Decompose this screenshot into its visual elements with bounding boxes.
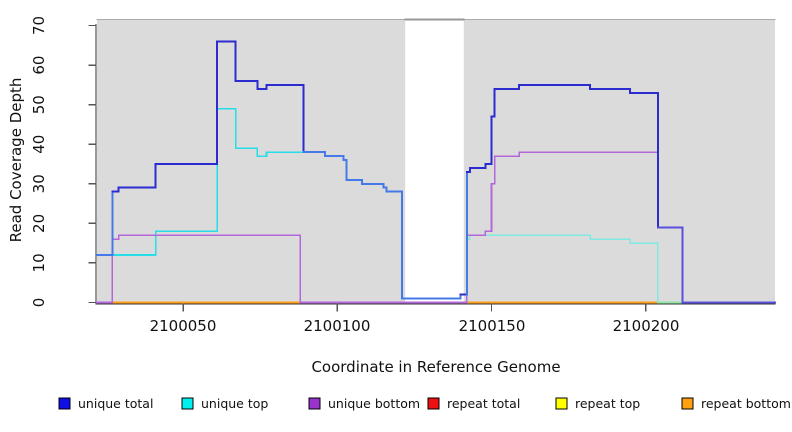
y-tick-label: 20 — [30, 214, 48, 233]
legend-swatch-repeat-bottom — [681, 397, 694, 410]
legend-swatch-unique-bottom — [308, 397, 321, 410]
x-tick-label: 2100200 — [613, 317, 680, 335]
legend-swatch-unique-total — [58, 397, 71, 410]
x-tick-label: 2100150 — [459, 317, 526, 335]
legend-label-unique-bottom: unique bottom — [328, 396, 420, 411]
y-tick-label: 0 — [30, 298, 48, 308]
legend-label-repeat-bottom: repeat bottom — [701, 396, 791, 411]
x-tick-label: 2100100 — [304, 317, 371, 335]
y-tick-label: 50 — [30, 95, 48, 114]
legend-label-repeat-top: repeat top — [575, 396, 640, 411]
x-tick-label: 2100050 — [150, 317, 217, 335]
legend-label-unique-total: unique total — [78, 396, 153, 411]
x-axis-title: Coordinate in Reference Genome — [311, 358, 560, 376]
legend: unique total unique top unique bottom re… — [58, 396, 791, 411]
coverage-gap-band — [405, 19, 464, 303]
y-tick-label: 60 — [30, 56, 48, 75]
y-tick-label: 30 — [30, 174, 48, 193]
series-unique-total — [96, 40, 776, 304]
legend-swatch-repeat-total — [427, 397, 440, 410]
legend-label-repeat-total: repeat total — [447, 396, 520, 411]
legend-swatch-unique-top — [181, 397, 194, 410]
plot-background-layer — [96, 18, 776, 303]
y-tick-label: 10 — [30, 253, 48, 272]
y-tick-label: 40 — [30, 135, 48, 154]
legend-label-unique-top: unique top — [201, 396, 268, 411]
series-layer — [96, 40, 776, 304]
axes-layer — [88, 23, 776, 312]
legend-swatch-repeat-top — [555, 397, 568, 410]
y-axis-title: Read Coverage Depth — [7, 78, 25, 243]
y-tick-label: 70 — [30, 16, 48, 35]
